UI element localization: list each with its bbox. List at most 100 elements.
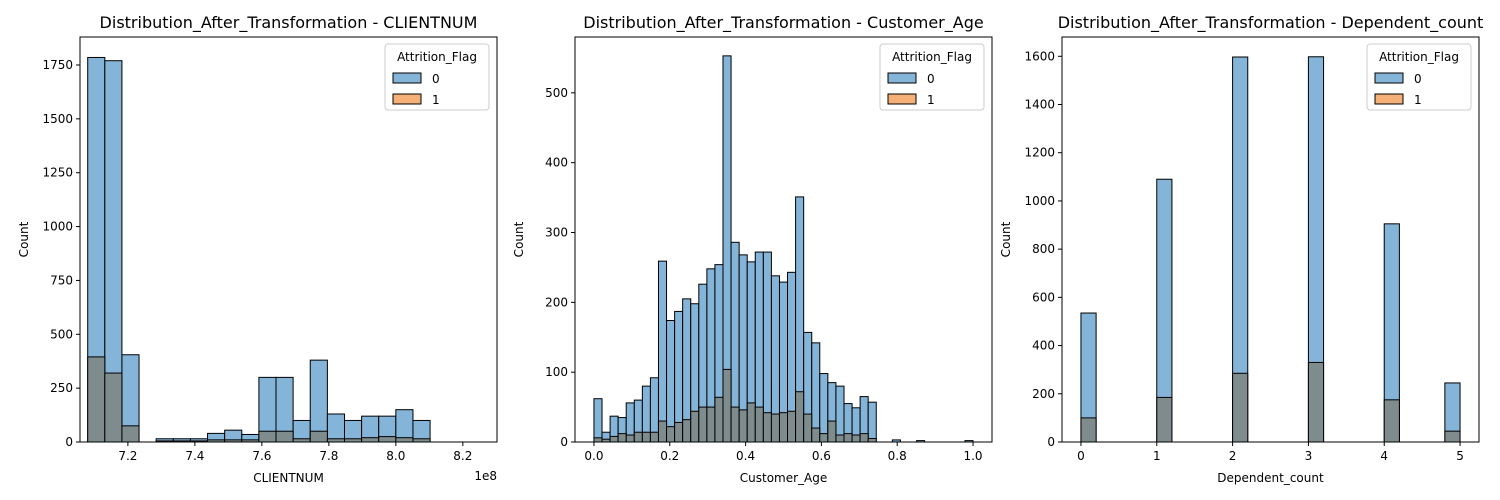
histogram-bar-class-1 (754, 406, 764, 443)
y-tick-label: 800 (1032, 242, 1055, 256)
y-tick-label: 1200 (1024, 146, 1055, 160)
histogram-bar-class-1 (609, 435, 619, 443)
histogram-bar-class-0 (395, 409, 414, 443)
x-axis-label: CLIENTNUM (253, 471, 324, 485)
y-tick-label: 750 (50, 273, 73, 287)
histogram-bar-class-1 (698, 406, 708, 443)
chart-title: Distribution_After_Transformation - Cust… (583, 13, 983, 33)
histogram-bar-class-1 (617, 433, 627, 443)
chart-title: Distribution_After_Transformation - Depe… (1058, 13, 1484, 33)
legend-label: 1 (1414, 93, 1422, 107)
histogram-bar-class-1 (104, 372, 123, 443)
histogram-bar-class-0 (867, 401, 877, 443)
histogram-bar-class-1 (1307, 361, 1325, 443)
histogram-bar-class-1 (1444, 430, 1461, 443)
histogram-bar-class-1 (1232, 372, 1249, 443)
legend-label: 0 (927, 72, 935, 86)
x-tick-label: 0 (1077, 449, 1085, 463)
x-tick-label: 1.0 (963, 449, 982, 463)
histogram-bar-class-1 (395, 437, 414, 443)
y-tick-label: 1400 (1024, 98, 1055, 112)
y-axis-label: Count (17, 221, 31, 257)
histogram-bar-class-0 (326, 413, 346, 443)
histogram-bar-class-1 (859, 433, 869, 443)
histogram-bar-class-1 (706, 406, 716, 443)
legend-title: Attrition_Flag (397, 50, 477, 64)
axes-frame (79, 36, 498, 443)
legend-label: 1 (432, 93, 440, 107)
x-tick-label: 4 (1380, 449, 1388, 463)
y-tick-label: 300 (545, 226, 568, 240)
y-axis-label: Count (999, 221, 1013, 257)
x-tick-label: 2 (1229, 449, 1237, 463)
histogram-bar-class-1 (625, 434, 635, 443)
legend-swatch-class-0 (887, 72, 917, 84)
histogram-bar-class-1 (730, 406, 740, 443)
y-axis-label: Count (512, 221, 526, 257)
histogram-bar-class-1 (795, 391, 805, 443)
histogram-bar-class-0 (309, 359, 328, 443)
x-tick-label: 0.8 (888, 449, 907, 463)
histogram-bar-class-1 (378, 436, 397, 443)
x-axis-label: Dependent_count (1217, 471, 1324, 485)
legend-title: Attrition_Flag (1379, 50, 1459, 64)
histogram-bar-class-1 (867, 438, 877, 443)
histogram-bar-class-1 (657, 420, 668, 443)
histogram-bar-class-1 (121, 425, 140, 443)
histogram-bar-class-1 (690, 410, 700, 443)
x-tick-label: 0.2 (660, 449, 679, 463)
legend-label: 0 (432, 72, 440, 86)
y-tick-label: 0 (560, 435, 568, 449)
y-tick-label: 200 (545, 295, 568, 309)
x-tick-label: 8.2 (453, 449, 472, 463)
x-tick-label: 8.0 (386, 449, 405, 463)
histogram-bar-class-1 (1156, 396, 1173, 443)
x-tick-label: 7.8 (319, 449, 338, 463)
legend: Attrition_Flag 0 1 (1366, 43, 1472, 111)
y-tick-label: 600 (1032, 290, 1055, 304)
histogram-bar-class-1 (787, 410, 797, 443)
histogram-bar-class-1 (593, 437, 603, 443)
histogram-bar-class-1 (666, 426, 676, 443)
legend-title: Attrition_Flag (892, 50, 972, 64)
histogram-bar-class-1 (641, 431, 651, 443)
histogram-bar-class-1 (851, 434, 861, 443)
histogram-bar-class-1 (258, 430, 277, 443)
axes-frame (574, 36, 993, 443)
x-tick-label: 7.2 (118, 449, 137, 463)
histogram-bar-class-1 (803, 413, 813, 443)
x-axis-label: Customer_Age (740, 471, 828, 485)
y-tick-label: 500 (50, 327, 73, 341)
histogram-bar-class-1 (827, 420, 837, 443)
y-tick-label: 1500 (42, 112, 73, 126)
histogram-bar-class-0 (819, 373, 829, 443)
legend-label: 0 (1414, 72, 1422, 86)
histogram-bar-class-1 (674, 421, 684, 443)
histogram-bar-class-1 (649, 431, 659, 443)
histogram-bar-class-1 (1383, 399, 1400, 443)
x-axis-offset-text: 1e8 (474, 469, 497, 483)
histogram-bar-class-1 (770, 413, 780, 443)
chart-panel: 0.0 0.2 0.4 0.6 0.8 1.0 0 100 200 300 400 500 Custom… (512, 13, 993, 485)
y-tick-label: 500 (545, 86, 568, 100)
y-tick-label: 400 (545, 156, 568, 170)
y-tick-label: 1750 (42, 58, 73, 72)
histogram-bar-class-1 (633, 431, 643, 443)
histogram-bar-class-1 (714, 396, 724, 443)
chart-panel: 7.2 7.4 7.6 7.8 8.0 8.2 0 250 500 750 1000 1250 1500… (17, 13, 498, 485)
x-tick-label: 5 (1456, 449, 1464, 463)
x-tick-label: 1 (1153, 449, 1161, 463)
legend-label: 1 (927, 93, 935, 107)
legend: Attrition_Flag 0 1 (384, 43, 490, 111)
y-tick-label: 200 (1032, 387, 1055, 401)
chart-title: Distribution_After_Transformation - CLIE… (100, 13, 478, 33)
histogram-bar-class-1 (819, 433, 829, 443)
legend-swatch-class-0 (392, 72, 422, 84)
x-tick-label: 3 (1305, 449, 1313, 463)
y-tick-label: 1000 (1024, 194, 1055, 208)
y-tick-label: 0 (65, 435, 73, 449)
histogram-bar-class-1 (275, 430, 294, 443)
histogram-bar-class-1 (361, 437, 380, 443)
histogram-bar-class-1 (738, 409, 748, 443)
